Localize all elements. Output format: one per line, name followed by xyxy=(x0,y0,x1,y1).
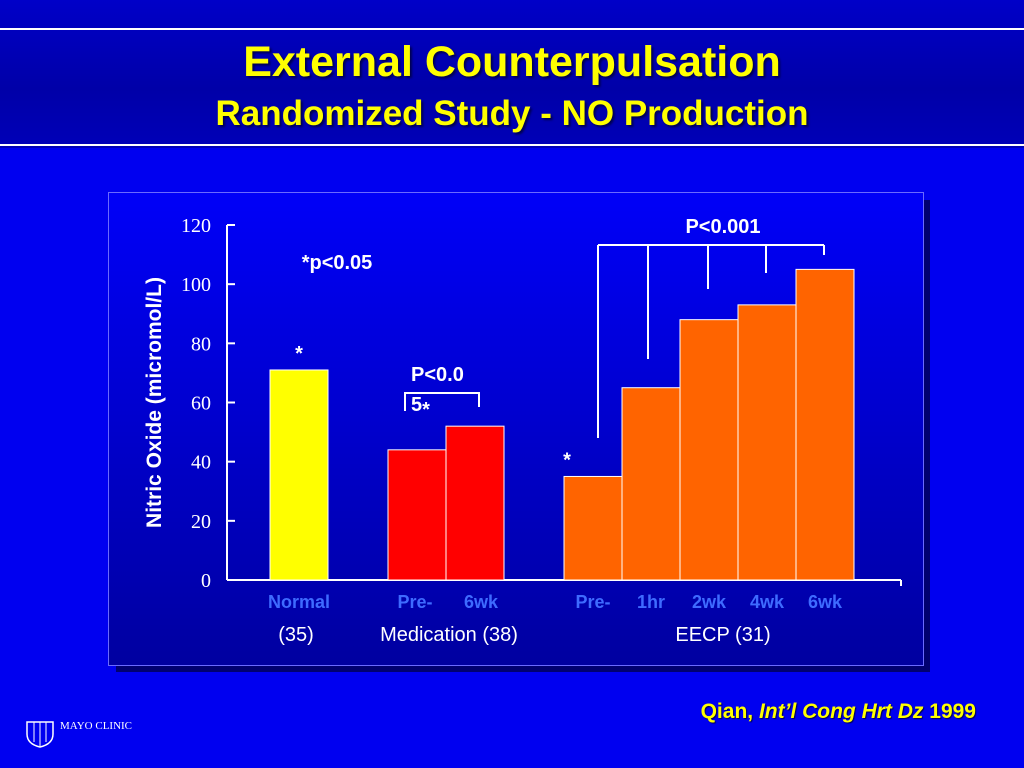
bar-chart: 0 20 40 60 80 100 120 Nitric Oxide (micromol/L)… xyxy=(143,215,902,646)
bar xyxy=(563,475,623,581)
logo-text: MAYO CLINIC xyxy=(60,720,133,732)
y-tick-label: 100 xyxy=(181,274,211,296)
x-group-label: EECP (31) xyxy=(675,624,770,646)
annotation-p-eecp: P<0.001 xyxy=(685,216,760,238)
x-tick-label: 4wk xyxy=(750,592,785,612)
shield-icon xyxy=(26,721,54,748)
slide-subtitle: Randomized Study - NO Production xyxy=(215,94,809,133)
y-tick-label: 0 xyxy=(201,570,211,592)
bar xyxy=(269,369,329,581)
x-tick-label: 6wk xyxy=(464,592,499,612)
mayo-clinic-logo: MAYO CLINIC xyxy=(24,718,154,750)
y-tick-label: 80 xyxy=(191,333,211,355)
y-tick-label: 120 xyxy=(181,215,211,237)
bar xyxy=(795,268,855,581)
bar xyxy=(737,304,797,581)
slide-title: External Counterpulsation xyxy=(243,38,781,86)
x-group-label: (35) xyxy=(278,624,314,646)
y-tick-label: 60 xyxy=(191,393,211,415)
annotation-p-medication-wrap: 5 xyxy=(411,394,422,416)
annotation-p-medication: P<0.0 xyxy=(411,364,464,386)
x-tick-label: 6wk xyxy=(808,592,843,612)
bar xyxy=(387,449,447,581)
x-tick-label: Normal xyxy=(268,592,330,612)
bar xyxy=(679,319,739,581)
bar xyxy=(621,387,681,581)
header-top-rule xyxy=(0,28,1024,30)
citation-author: Qian, xyxy=(700,700,759,723)
significance-asterisk: * xyxy=(563,449,571,471)
bar xyxy=(445,425,505,581)
y-tick-label: 40 xyxy=(191,452,211,474)
x-tick-label: 1hr xyxy=(637,592,665,612)
y-tick-label: 20 xyxy=(191,511,211,533)
x-tick-label: Pre- xyxy=(397,592,432,612)
chart-panel: 0 20 40 60 80 100 120 Nitric Oxide (micromol/L)… xyxy=(108,192,924,666)
annotation-p-normal: *p<0.05 xyxy=(302,252,373,274)
x-tick-label: 2wk xyxy=(692,592,727,612)
medication-bracket xyxy=(404,392,480,411)
significance-asterisk: * xyxy=(422,399,430,421)
y-axis-label: Nitric Oxide (micromol/L) xyxy=(143,277,166,528)
x-tick-label: Pre- xyxy=(575,592,610,612)
title-band xyxy=(0,0,1024,148)
citation: Qian, Int’l Cong Hrt Dz 1999 xyxy=(701,700,976,724)
header-bottom-rule xyxy=(0,144,1024,146)
x-group-label: Medication (38) xyxy=(380,624,518,646)
citation-year: 1999 xyxy=(923,700,976,723)
significance-asterisk: * xyxy=(295,343,303,365)
citation-journal: Int’l Cong Hrt Dz xyxy=(758,700,924,723)
